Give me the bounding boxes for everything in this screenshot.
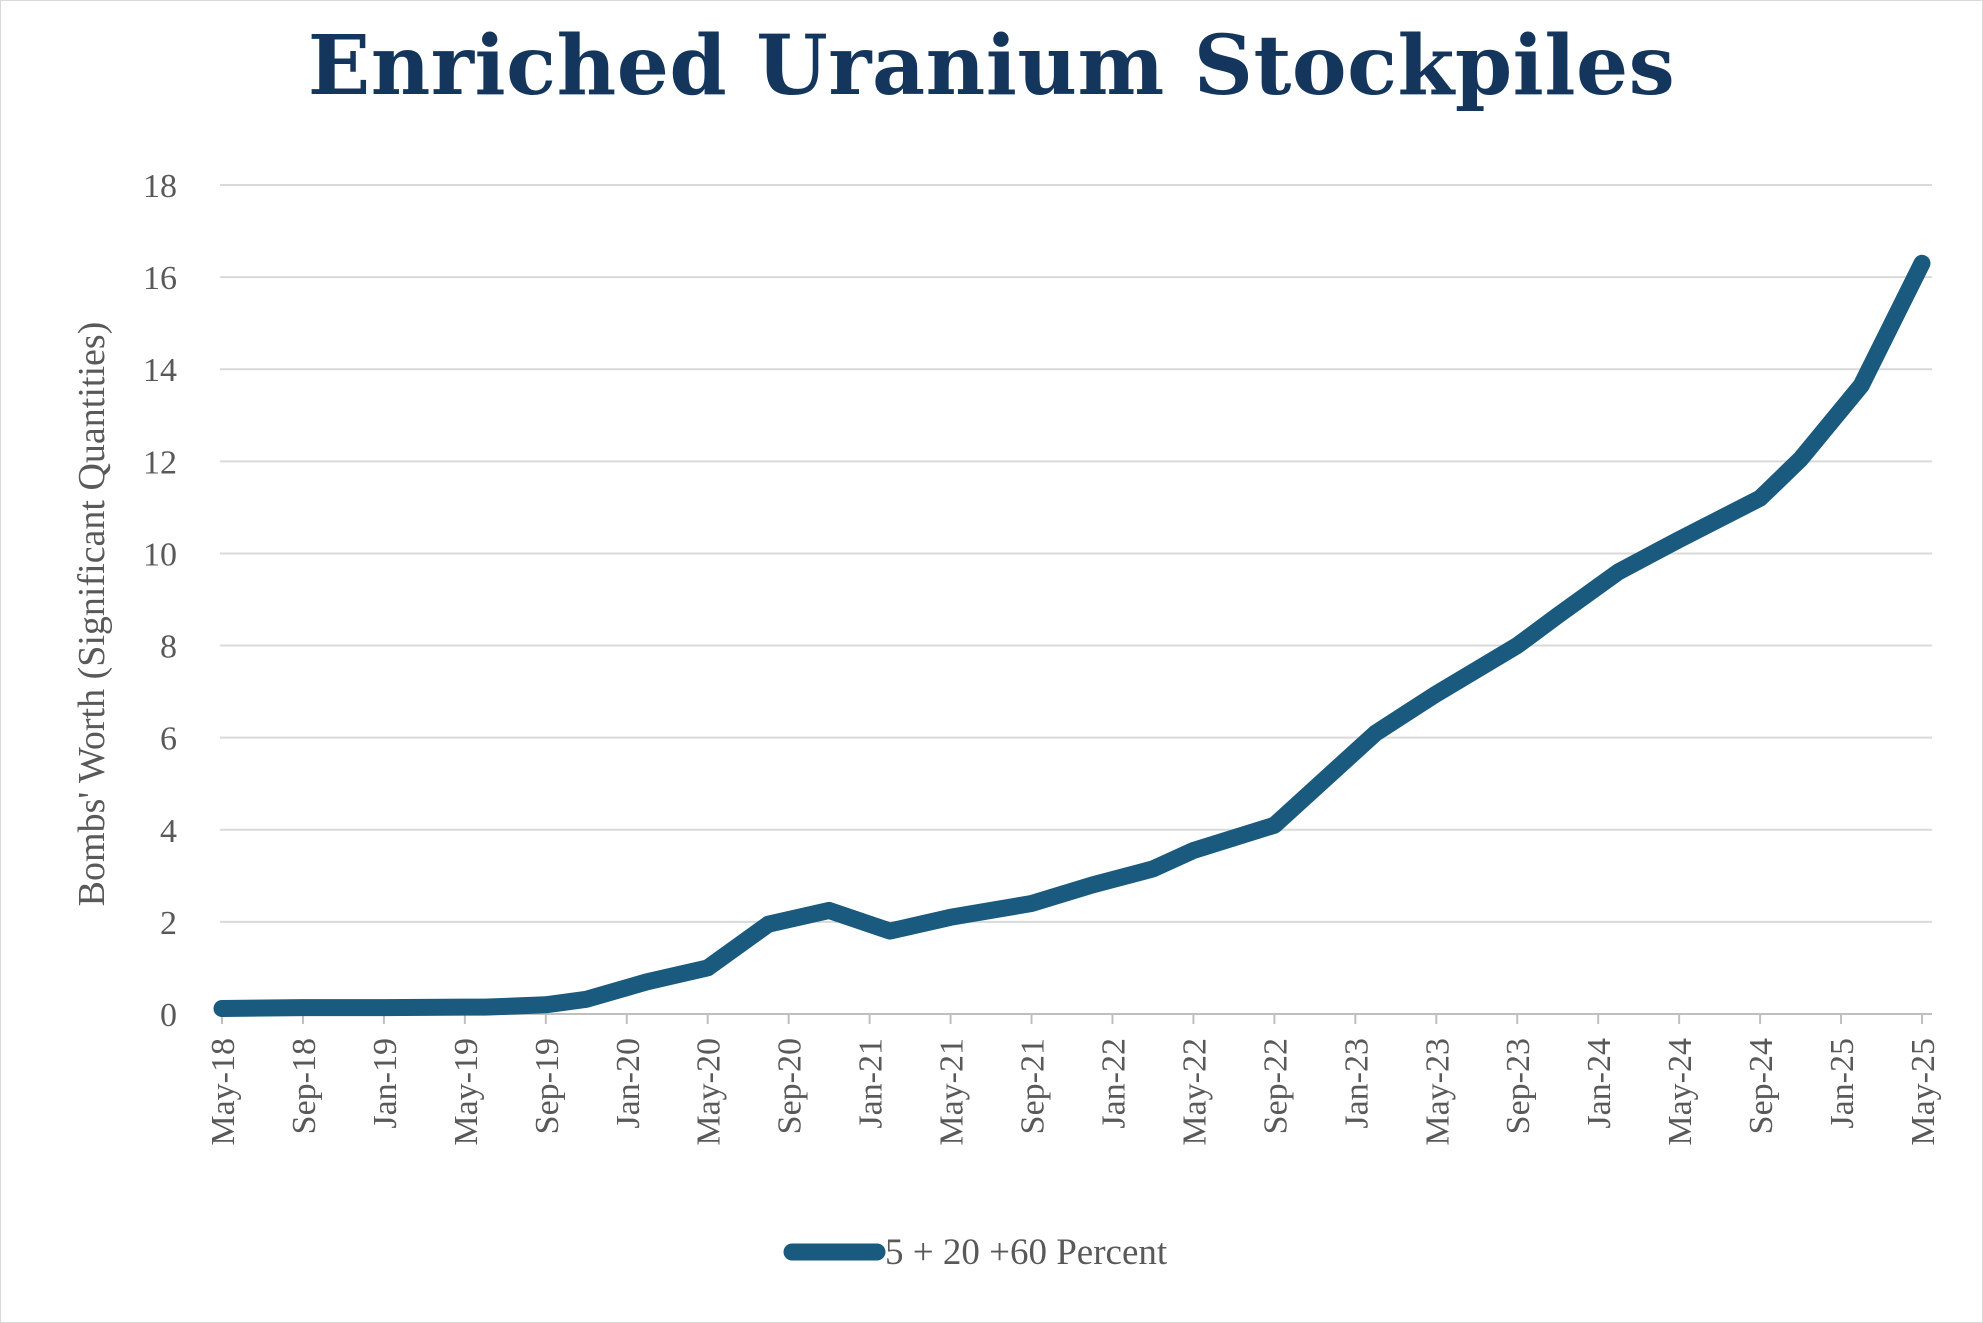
x-tick-label: Jan-22 (1095, 1038, 1132, 1129)
y-tick-label: 16 (143, 260, 177, 297)
y-tick-label: 10 (143, 536, 177, 573)
y-tick-label: 4 (160, 813, 177, 850)
x-tick-label: Sep-20 (772, 1038, 809, 1134)
x-tick-label: May-18 (205, 1038, 242, 1146)
x-tick-label: May-19 (448, 1038, 485, 1146)
x-tick-label: May-20 (691, 1038, 728, 1146)
y-tick-label: 6 (160, 721, 177, 758)
y-tick-label: 8 (160, 629, 177, 666)
x-tick-label: Sep-22 (1257, 1038, 1294, 1134)
x-tick-label: Jan-23 (1338, 1038, 1375, 1129)
x-tick-label: May-25 (1905, 1038, 1942, 1146)
x-tick-label: Sep-21 (1015, 1038, 1052, 1134)
y-axis-ticks: 0 2 4 6 8 10 12 14 16 18 (143, 168, 177, 1034)
x-tick-label: Jan-25 (1824, 1038, 1861, 1129)
y-tick-label: 0 (160, 997, 177, 1034)
x-tick-label: May-24 (1662, 1038, 1699, 1146)
y-tick-label: 18 (143, 168, 177, 205)
x-axis-ticks: May-18 Sep-18 Jan-19 May-19 Sep-19 Jan-20 May-… (205, 1038, 1942, 1146)
series-line (213, 254, 1931, 1017)
chart-title: Enriched Uranium Stockpiles (307, 18, 1676, 114)
y-tick-label: 12 (143, 444, 177, 481)
y-tick-label: 2 (160, 905, 177, 942)
x-tick-label: Jan-19 (367, 1038, 404, 1129)
x-tick-label: Jan-21 (853, 1038, 890, 1129)
gridlines (220, 184, 1932, 923)
y-tick-label: 14 (143, 352, 177, 389)
x-tick-label: Jan-20 (610, 1038, 647, 1129)
series-lines (213, 254, 1931, 1017)
legend: 5 + 20 +60 Percent (783, 1232, 1168, 1273)
x-tick-label: May-22 (1176, 1038, 1213, 1146)
x-tick-label: May-21 (934, 1038, 971, 1146)
x-tick-label: Sep-23 (1500, 1038, 1537, 1134)
x-tick-label: Sep-18 (286, 1038, 323, 1134)
x-tick-label: Sep-19 (529, 1038, 566, 1134)
x-tick-label: Sep-24 (1743, 1038, 1780, 1134)
legend-label: 5 + 20 +60 Percent (885, 1232, 1168, 1273)
y-axis-label: Bombs' Worth (Significant Quantities) (71, 322, 113, 907)
x-tick-label: May-23 (1419, 1038, 1456, 1146)
x-tick-label: Jan-24 (1581, 1038, 1618, 1129)
